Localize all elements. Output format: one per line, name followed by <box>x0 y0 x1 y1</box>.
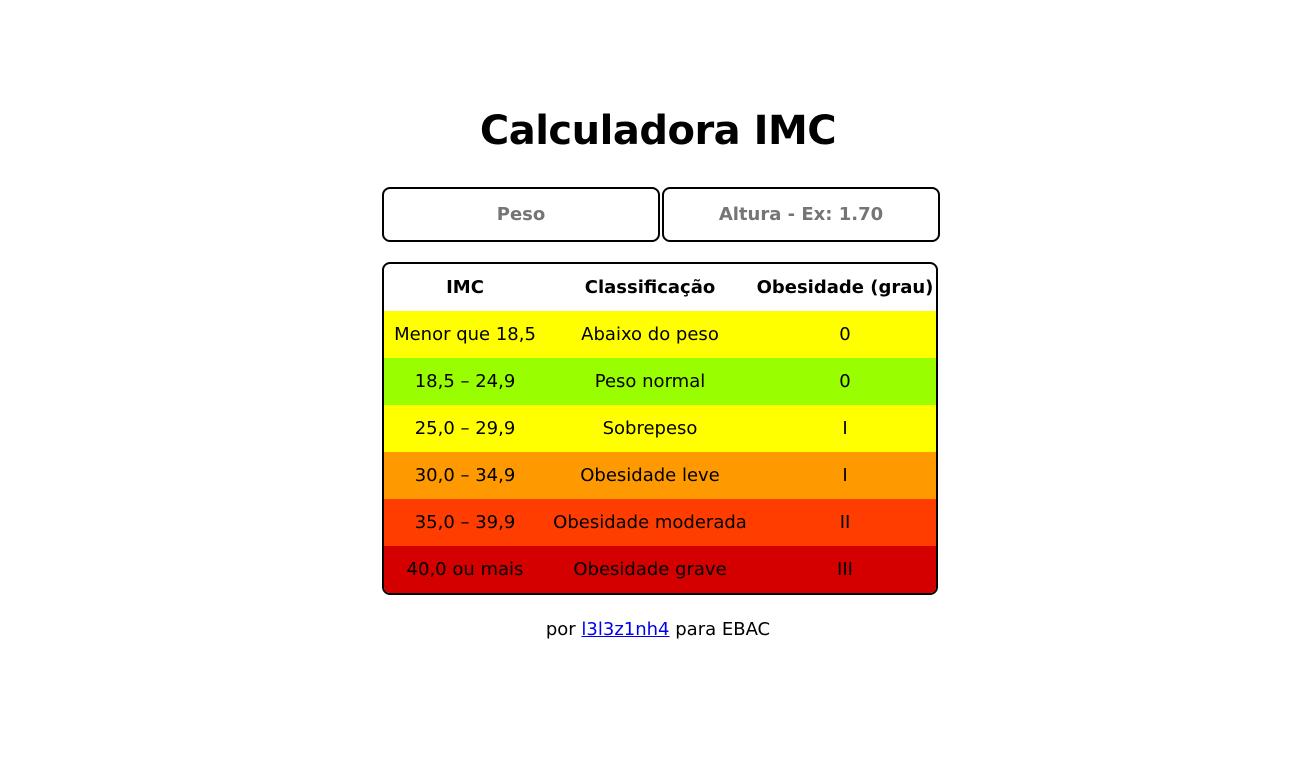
cell-classificacao: Obesidade leve <box>580 465 720 486</box>
header-classificacao: Classificação <box>584 277 716 298</box>
cell-imc: 30,0 – 34,9 <box>414 465 516 486</box>
table-row: 40,0 ou mais Obesidade grave III <box>384 546 936 593</box>
table-row: 35,0 – 39,9 Obesidade moderada II <box>384 499 936 546</box>
imc-table: IMC Classificação Obesidade (grau) Menor… <box>382 262 938 595</box>
cell-imc: 40,0 ou mais <box>406 559 524 580</box>
input-group <box>382 187 940 242</box>
table-row: Menor que 18,5 Abaixo do peso 0 <box>384 311 936 358</box>
table-header-row: IMC Classificação Obesidade (grau) <box>384 264 936 311</box>
cell-grau: III <box>837 559 853 580</box>
footer-prefix: por <box>545 619 576 640</box>
cell-grau: I <box>842 465 848 486</box>
cell-classificacao: Obesidade moderada <box>553 512 747 533</box>
cell-imc: 35,0 – 39,9 <box>414 512 516 533</box>
cell-imc: 25,0 – 29,9 <box>414 418 516 439</box>
footer-suffix: para EBAC <box>675 619 771 640</box>
page-title: Calculadora IMC <box>479 108 837 154</box>
table-row: 18,5 – 24,9 Peso normal 0 <box>384 358 936 405</box>
cell-grau: 0 <box>839 371 851 392</box>
cell-grau: 0 <box>839 324 851 345</box>
footer: por l3l3z1nh4 para EBAC <box>0 619 1316 641</box>
peso-input[interactable] <box>382 187 660 242</box>
table-row: 30,0 – 34,9 Obesidade leve I <box>384 452 936 499</box>
cell-grau: I <box>842 418 848 439</box>
cell-classificacao: Peso normal <box>594 371 706 392</box>
header-grau: Obesidade (grau) <box>756 277 934 298</box>
cell-imc: Menor que 18,5 <box>394 324 536 345</box>
table-row: 25,0 – 29,9 Sobrepeso I <box>384 405 936 452</box>
author-link[interactable]: l3l3z1nh4 <box>581 619 670 640</box>
cell-classificacao: Abaixo do peso <box>581 324 719 345</box>
cell-grau: II <box>839 512 851 533</box>
header-imc: IMC <box>446 277 484 298</box>
cell-classificacao: Obesidade grave <box>573 559 727 580</box>
altura-input[interactable] <box>662 187 940 242</box>
cell-classificacao: Sobrepeso <box>602 418 698 439</box>
cell-imc: 18,5 – 24,9 <box>414 371 516 392</box>
